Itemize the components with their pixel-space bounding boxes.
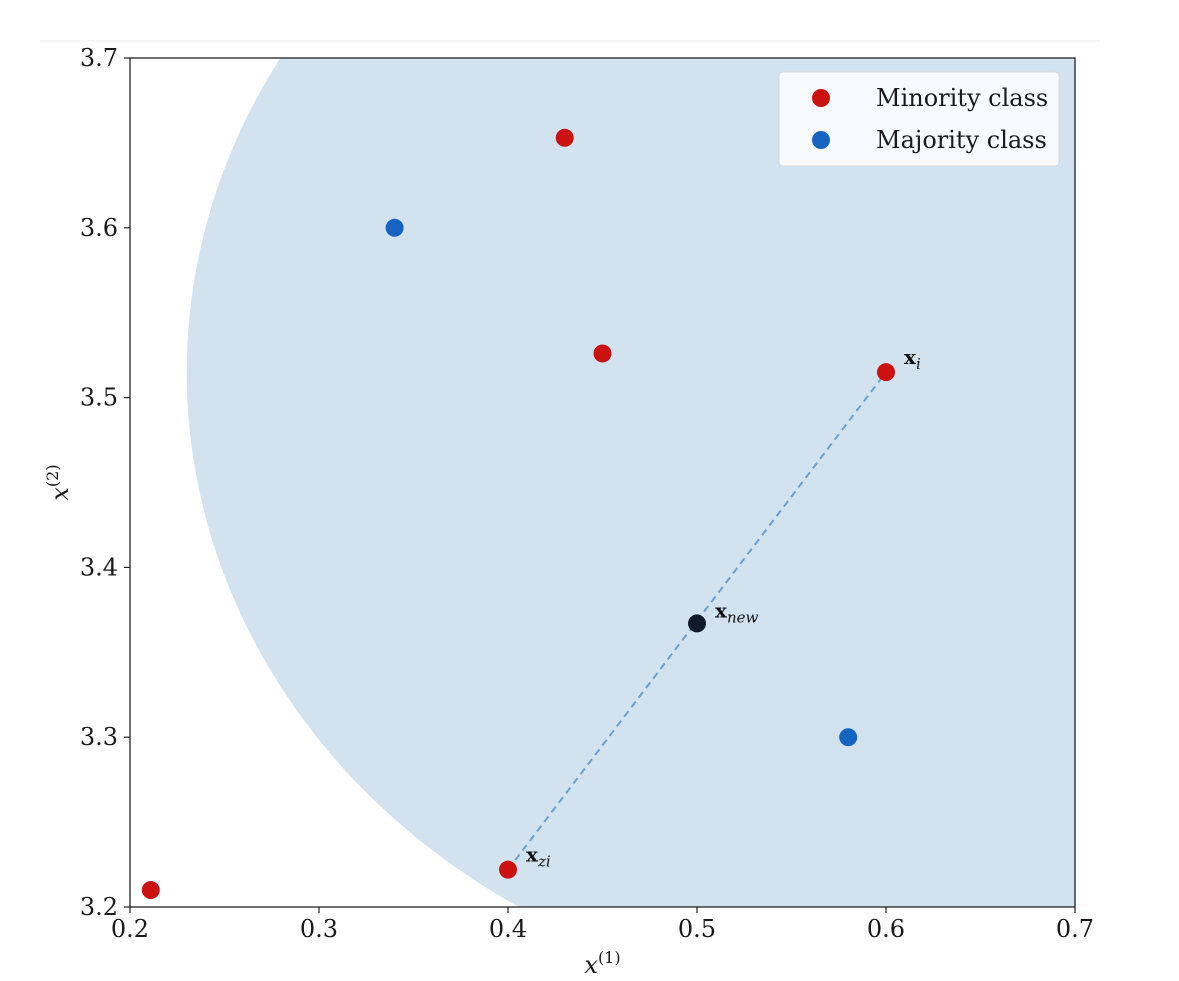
legend-marker <box>812 131 830 149</box>
minority-point <box>555 128 574 147</box>
legend-marker <box>812 89 830 107</box>
majority-point <box>385 218 404 237</box>
x-tick-label: 0.4 <box>489 915 527 943</box>
x-axis-label: x(1) <box>584 948 620 979</box>
legend: Minority class Majority class <box>778 71 1060 167</box>
x-tick-label: 0.5 <box>678 915 716 943</box>
x-tick-label: 0.2 <box>111 915 149 943</box>
neighborhood-region <box>186 58 1075 907</box>
x-axis-label-sup: (1) <box>598 948 621 967</box>
minority-point <box>499 860 517 879</box>
y-tick-label: 3.6 <box>80 214 118 242</box>
y-axis-label: x(2) <box>43 464 74 500</box>
y-tick-label: 3.4 <box>80 553 118 581</box>
y-tick-label: 3.2 <box>80 893 118 921</box>
y-tick-label: 3.5 <box>80 384 118 412</box>
majority-point <box>839 728 858 747</box>
minority-point <box>877 363 895 382</box>
x-tick-label: 0.3 <box>300 915 338 943</box>
x-tick-label: 0.7 <box>1056 915 1094 943</box>
legend-label: Majority class <box>876 126 1047 154</box>
synthetic-point <box>688 614 706 633</box>
plot-frame <box>129 57 1076 908</box>
y-axis-label-sup: (2) <box>43 464 62 487</box>
minority-point <box>593 344 612 363</box>
minority-point <box>141 881 160 900</box>
legend-label: Minority class <box>876 84 1048 112</box>
x-tick-label: 0.6 <box>867 915 905 943</box>
legend-box <box>778 71 1060 167</box>
y-tick-label: 3.3 <box>80 723 118 751</box>
y-tick-label: 3.7 <box>80 44 118 72</box>
